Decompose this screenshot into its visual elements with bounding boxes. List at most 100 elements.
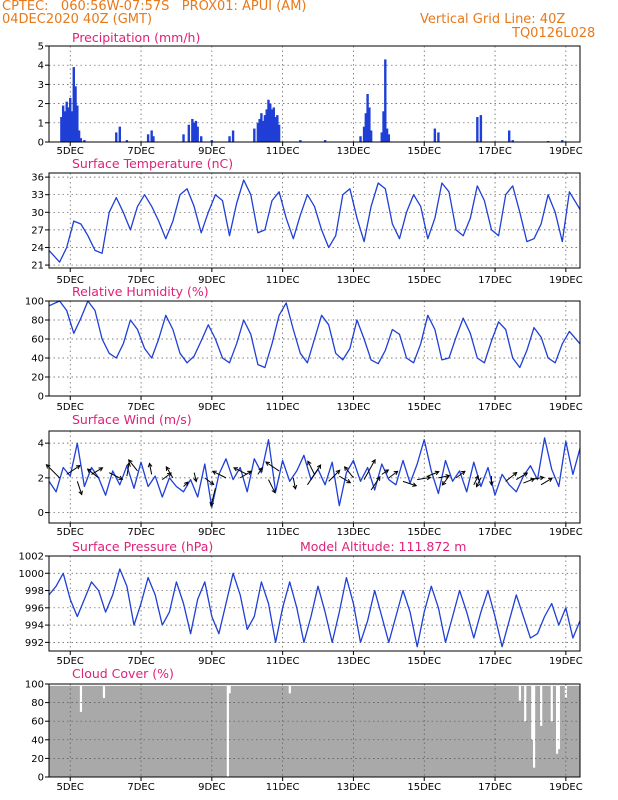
wind-arrow-head: [445, 474, 451, 479]
x-tick-label: 19DEC: [549, 402, 583, 413]
x-tick-label: 5DEC: [57, 656, 84, 667]
x-tick-label: 9DEC: [198, 527, 225, 538]
y-tick-label: 1000: [19, 569, 44, 580]
precip-bar: [187, 124, 191, 142]
wind-arrow-head: [165, 466, 171, 471]
cloud-gap: [228, 685, 231, 694]
header-line-1-left: CPTEC: 060:56W-07:57S PROX01: APUI (AM): [2, 0, 307, 14]
wind-arrow-head: [393, 470, 399, 476]
x-tick-label: 17DEC: [478, 146, 512, 157]
x-tick-label: 17DEC: [478, 275, 512, 286]
cloud-gap: [550, 685, 553, 722]
wind-arrow: [442, 475, 450, 486]
wind-arrow-head: [86, 468, 92, 473]
series-line: [48, 568, 581, 648]
wind-arrow-head: [441, 480, 447, 486]
y-tick-label: 40: [31, 735, 44, 746]
wind-arrow-head: [475, 482, 481, 488]
precip-bar: [476, 117, 479, 142]
x-tick-label: 7DEC: [127, 656, 154, 667]
cloud-gap: [564, 685, 568, 698]
wind-arrow: [292, 477, 296, 489]
y-tick-label: 1002: [19, 552, 44, 563]
wind-arrow: [148, 463, 153, 475]
precip-bar: [65, 101, 68, 142]
precip-bar: [192, 122, 196, 142]
y-tick-label: 36: [31, 173, 44, 184]
precip-bar: [256, 122, 260, 142]
wind-arrow: [473, 475, 479, 486]
wind-arrow-head: [512, 471, 518, 477]
cloud-gap: [226, 685, 229, 777]
precip-bar: [70, 111, 74, 142]
cloud-fill: [49, 685, 580, 777]
wind-arrow-head: [209, 480, 215, 486]
panel-5: Cloud Cover (%) 0 20 40 60 80 100 5DEC 7DEC 9DEC 1…: [25, 666, 583, 793]
x-tick-label: 7DEC: [127, 146, 154, 157]
wind-arrow: [388, 470, 398, 479]
y-tick-label: 3: [38, 80, 44, 91]
y-tick-label: 80: [31, 698, 44, 709]
precip-bar: [76, 105, 79, 142]
wind-arrow: [402, 480, 417, 487]
x-tick-label: 13DEC: [337, 782, 371, 793]
wind-arrow-head: [98, 467, 104, 472]
precip-bar: [79, 138, 83, 142]
precip-bar: [258, 118, 261, 142]
x-tick-label: 9DEC: [198, 275, 225, 286]
wind-arrow: [339, 475, 351, 484]
y-tick-label: 60: [31, 717, 44, 728]
wind-arrow: [165, 466, 174, 479]
precip-bar: [387, 134, 391, 142]
cloud-gap: [532, 685, 536, 768]
precip-bar: [77, 130, 81, 142]
wind-arrow-head: [193, 477, 198, 483]
x-tick-label: 15DEC: [407, 782, 441, 793]
panel-title: Precipitation (mm/h): [72, 30, 200, 45]
precip-bar: [368, 107, 371, 142]
header-line-1-right: Vertical Grid Line: 40Z: [420, 12, 566, 27]
wind-arrow-head: [118, 475, 124, 480]
precip-bar: [60, 117, 63, 142]
precip-bar: [433, 128, 437, 142]
panel-frame: [48, 430, 581, 524]
wind-arrow: [438, 475, 450, 479]
y-tick-label: 20: [31, 373, 44, 384]
precip-bar: [63, 111, 67, 142]
wind-arrow-head: [460, 470, 466, 476]
panel-title: Surface Temperature (nC): [72, 156, 233, 171]
y-tick-label: 80: [31, 316, 44, 327]
wind-arrow-head: [548, 477, 554, 482]
wind-arrow-head: [75, 465, 81, 470]
wind-arrow: [239, 470, 252, 479]
y-tick-label: 5: [38, 42, 44, 53]
precip-bar: [364, 113, 368, 142]
wind-arrow-head: [371, 458, 376, 464]
y-tick-label: 996: [25, 603, 44, 614]
x-tick-label: 15DEC: [407, 527, 441, 538]
x-tick-label: 17DEC: [478, 527, 512, 538]
wind-arrow: [128, 459, 138, 472]
x-tick-label: 19DEC: [549, 656, 583, 667]
precip-bar: [194, 120, 198, 142]
precip-bar: [125, 140, 129, 142]
precip-bar: [359, 136, 362, 142]
wind-arrow: [307, 460, 315, 475]
x-tick-label: 13DEC: [337, 275, 371, 286]
header-line-2-right: TQ0126L028: [512, 26, 596, 41]
x-tick-label: 15DEC: [407, 275, 441, 286]
precip-bar: [437, 132, 440, 142]
wind-arrow: [427, 471, 439, 477]
precip-bar: [384, 59, 387, 142]
wind-arrow-head: [265, 461, 270, 466]
precip-bar: [369, 130, 373, 142]
wind-arrow-head: [335, 469, 341, 475]
precip-bar: [61, 105, 65, 142]
x-tick-label: 17DEC: [478, 402, 512, 413]
wind-arrow: [516, 472, 528, 481]
x-tick-label: 13DEC: [337, 656, 371, 667]
y-tick-label: 2: [38, 99, 44, 110]
x-tick-label: 9DEC: [198, 146, 225, 157]
precip-bar: [263, 115, 267, 142]
